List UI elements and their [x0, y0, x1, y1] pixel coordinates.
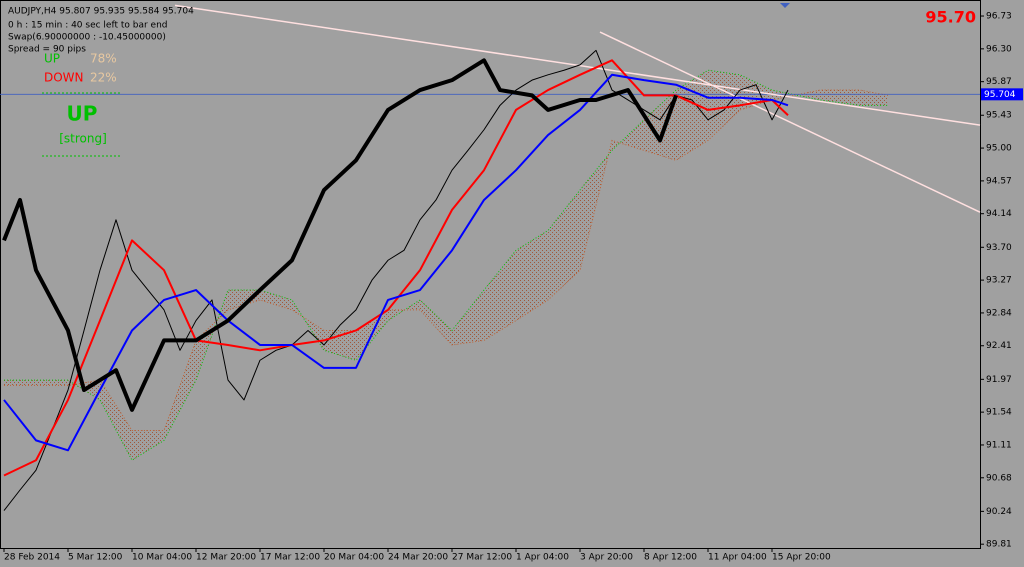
cloud-span — [4, 89, 889, 431]
y-tick-label: 92.41 — [986, 341, 1012, 351]
shift-marker — [780, 3, 790, 8]
y-tick-label: 92.84 — [986, 308, 1012, 318]
series-line — [3, 49, 789, 511]
swap-info: Swap(6.90000000 : -10.45000000) — [8, 33, 166, 43]
x-tick-label: 1 Apr 04:00 — [516, 553, 569, 563]
up-label: UP — [44, 52, 60, 66]
y-tick-label: 91.97 — [986, 375, 1012, 385]
signal-strength: [strong] — [59, 132, 107, 146]
y-tick-label: 93.70 — [986, 243, 1012, 253]
x-tick-label: 15 Apr 20:00 — [772, 553, 831, 563]
y-tick-label: 91.54 — [986, 408, 1012, 418]
y-tick-label: 91.11 — [986, 440, 1012, 450]
chart-header: AUDJPY,H4 95.807 95.935 95.584 95.704 — [8, 7, 194, 17]
x-tick-label: 5 Mar 12:00 — [68, 553, 123, 563]
x-tick-label: 27 Mar 12:00 — [452, 553, 512, 563]
y-tick-label: 95.00 — [986, 144, 1012, 154]
timer-info: 0 h : 15 min : 40 sec left to bar end — [8, 21, 168, 31]
down-label: DOWN — [44, 71, 84, 85]
x-tick-label: 3 Apr 20:00 — [580, 553, 633, 563]
x-tick-label: 17 Mar 12:00 — [260, 553, 320, 563]
series-line — [3, 73, 789, 452]
trendline — [599, 31, 981, 213]
y-tick-label: 90.68 — [986, 473, 1012, 483]
y-tick-label: 89.81 — [986, 540, 1012, 550]
down-percent: 22% — [90, 71, 117, 85]
series-line — [3, 59, 789, 477]
y-tick-label: 93.27 — [986, 276, 1012, 286]
big-price: 95.70 — [925, 8, 976, 27]
spread-info: Spread = 90 pips — [8, 45, 86, 55]
x-tick-label: 24 Mar 20:00 — [388, 553, 448, 563]
series-line — [2, 58, 678, 412]
x-tick-label: 28 Feb 2014 — [4, 553, 60, 563]
x-tick-label: 11 Apr 04:00 — [708, 553, 767, 563]
x-tick-label: 20 Mar 04:00 — [324, 553, 384, 563]
x-tick-label: 8 Apr 12:00 — [644, 553, 697, 563]
x-tick-label: 10 Mar 04:00 — [132, 553, 192, 563]
signal: UP — [67, 102, 98, 126]
price-tag — [981, 88, 1023, 101]
y-tick-label: 95.43 — [986, 111, 1012, 121]
price-tag-label: 95.704 — [984, 90, 1016, 100]
up-percent: 78% — [90, 52, 117, 66]
x-tick-label: 12 Mar 20:00 — [196, 553, 256, 563]
y-tick-label: 95.87 — [986, 77, 1012, 87]
y-tick-label: 94.57 — [986, 176, 1012, 186]
y-tick-label: 94.14 — [986, 209, 1012, 219]
y-tick-label: 96.73 — [986, 12, 1012, 22]
y-tick-label: 96.30 — [986, 44, 1012, 54]
cloud-span — [4, 69, 888, 461]
plot-frame — [0, 0, 981, 549]
y-tick-label: 90.24 — [986, 507, 1012, 517]
